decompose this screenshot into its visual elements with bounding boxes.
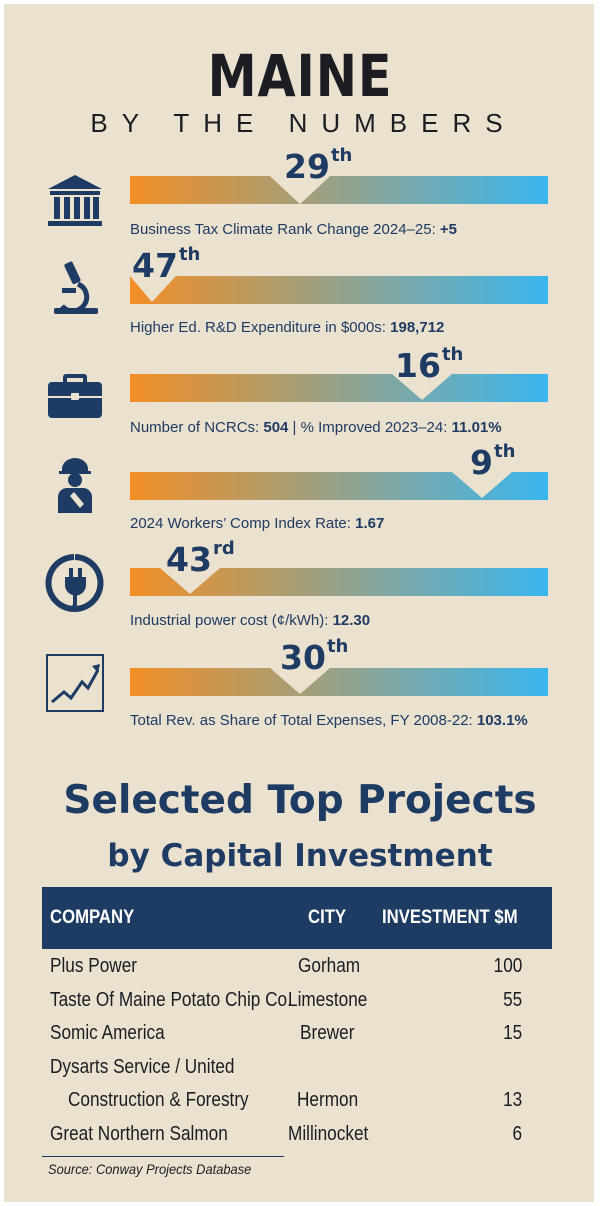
rank-value: 29th [284,145,353,186]
rank-gradient-bar [130,472,548,500]
investment-cell: 100 [493,955,522,977]
company-cell: Great Northern Salmon [50,1123,228,1145]
table-row: Somic America Brewer 15 [42,1022,552,1052]
table-row: Great Northern Salmon Millinocket 6 [42,1123,552,1153]
microscope-icon [54,261,98,314]
investment-cell: 15 [502,1022,522,1044]
projects-title: Selected Top Projects [63,778,537,823]
column-header-city: CITY [308,907,347,928]
city-cell: Gorham [298,955,361,977]
rank-gradient-bar [130,276,548,304]
city-cell: Millinocket [288,1123,369,1145]
table-row: Dysarts Service / United Construction & … [42,1056,552,1122]
investment-cell: 55 [502,989,522,1011]
company-cell: Dysarts Service / United [50,1056,235,1078]
rank-gradient-bar [130,176,548,204]
metric-label: Business Tax Climate Rank Change 2024–25… [130,221,458,238]
rank-gradient-bar [130,668,548,696]
city-cell: Limestone [288,989,368,1011]
company-cell: Somic America [50,1022,165,1044]
bank-building-icon [48,175,102,226]
metric-label: Number of NCRCs: 504 | % Improved 2023–2… [130,419,502,436]
table-row: Plus Power Gorham 100 [42,955,552,985]
city-cell: Brewer [300,1022,355,1044]
column-header-company: COMPANY [50,907,135,928]
projects-table-header: COMPANY CITY INVESTMENT $M [42,887,552,949]
metric-label: Higher Ed. R&D Expenditure in $000s: 198… [130,319,445,336]
rank-value: 9th [470,441,516,482]
rank-gradient-bar [130,568,548,596]
company-cell-continued: Construction & Forestry [68,1089,249,1111]
company-cell: Taste Of Maine Potato Chip Co. [50,989,292,1011]
rank-value: 30th [280,636,349,677]
metric-label: 2024 Workers’ Comp Index Rate: 1.67 [130,515,385,532]
investment-cell: 13 [502,1089,522,1111]
projects-subtitle: by Capital Investment [107,838,493,874]
city-cell: Hermon [297,1089,359,1111]
source-note: Source: Conway Projects Database [42,1156,284,1177]
power-plug-icon [45,554,104,612]
company-cell: Plus Power [50,955,137,977]
table-row: Taste Of Maine Potato Chip Co. Limestone… [42,989,552,1019]
page-title: MAINE [207,42,393,110]
metric-label: Industrial power cost (¢/kWh): 12.30 [130,612,371,629]
column-header-investment: INVESTMENT $M [382,907,518,928]
metric-label: Total Rev. as Share of Total Expenses, F… [130,712,528,729]
rank-gradient-bar [130,374,548,402]
rank-value: 43rd [166,538,235,579]
rank-value: 16th [395,344,464,385]
rank-value: 47th [132,244,201,285]
investment-cell: 6 [512,1123,522,1145]
trend-chart-icon [46,654,104,712]
briefcase-icon [48,374,102,418]
injured-worker-icon [58,458,92,513]
page-subtitle: BY THE NUMBERS [90,108,517,138]
